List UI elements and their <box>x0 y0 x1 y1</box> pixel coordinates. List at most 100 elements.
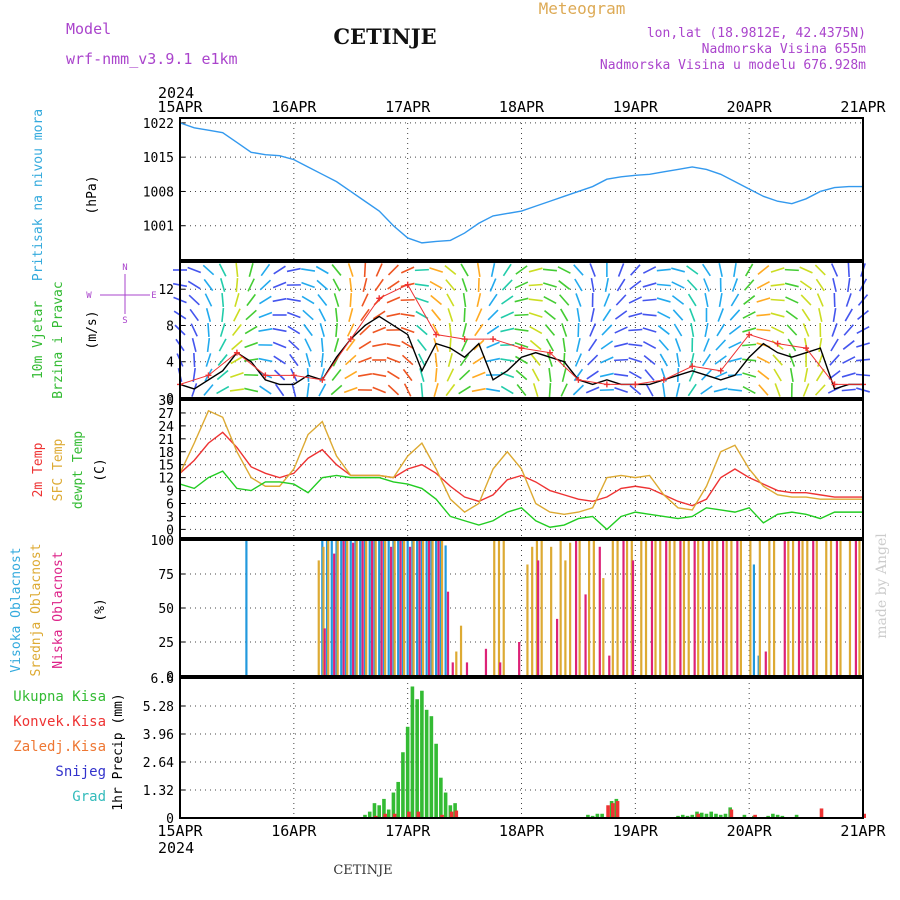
wind-vector <box>247 278 255 292</box>
data-bar <box>440 814 444 818</box>
wind-vector <box>446 368 455 382</box>
wind-vector <box>272 297 287 303</box>
wind-vector <box>487 309 499 321</box>
wind-vector <box>756 281 770 289</box>
wind-vector <box>205 308 212 322</box>
data-bar <box>595 813 600 818</box>
y-tick-label: 9 <box>166 485 174 500</box>
data-bar <box>742 814 747 818</box>
lonlat-label: lon,lat (18.9812E, 42.4375N) <box>647 26 866 41</box>
data-bar <box>701 540 705 676</box>
wind-vector <box>614 310 628 320</box>
precip-legend: Ukupna Kisa Konvek.Kisa Zaledj.Kisa Snijeg G… <box>13 689 106 805</box>
data-bar <box>439 777 443 818</box>
wind-vector <box>246 293 256 307</box>
data-bar <box>611 540 614 676</box>
data-bar <box>736 540 739 676</box>
pressure-unit: (hPa) <box>85 175 100 214</box>
y-tick-label: 100 <box>151 534 174 549</box>
data-bar <box>373 815 378 818</box>
data-bar <box>725 540 728 676</box>
wind-vector <box>802 383 810 397</box>
wind-vector <box>344 370 358 380</box>
data-bar <box>437 540 440 676</box>
wind-vector <box>614 373 629 377</box>
wind-vector <box>562 337 566 353</box>
wind-vector <box>657 325 670 335</box>
wind-vector <box>628 370 642 380</box>
data-bar <box>693 540 696 676</box>
temp-label-3: dewpt Temp <box>71 431 86 509</box>
data-bar <box>363 540 367 676</box>
wind-vector <box>446 293 455 307</box>
wind-vector <box>602 308 612 322</box>
wind-vector <box>671 281 685 289</box>
data-bar <box>819 808 824 818</box>
wind-vector <box>274 383 285 397</box>
wind-vector <box>774 383 781 397</box>
wind-vector <box>332 278 341 292</box>
data-bar <box>854 540 858 676</box>
data-bar <box>342 540 345 676</box>
wind-vector <box>548 367 552 383</box>
data-bar <box>368 540 371 676</box>
y-tick-label: 24 <box>158 420 174 435</box>
date-labels-top: 15APR 16APR 17APR 18APR 19APR 20APR 21APR <box>157 98 886 116</box>
wind-vector <box>346 323 355 337</box>
data-bar <box>556 618 559 676</box>
wind-vector <box>799 280 813 290</box>
wind-vector <box>187 280 201 290</box>
data-bar <box>245 540 248 676</box>
wind-vector <box>430 294 443 306</box>
wind-vector <box>372 372 387 378</box>
wind-vector <box>574 353 582 367</box>
wind-vector <box>333 293 340 307</box>
wind-vector <box>320 352 324 368</box>
data-bar <box>352 542 355 676</box>
date-label-bottom: 16APR <box>271 822 317 840</box>
wind-vector <box>600 356 614 364</box>
data-bar <box>711 540 714 676</box>
wind-vector <box>558 294 570 306</box>
data-bar <box>493 540 496 676</box>
data-bar <box>336 540 339 676</box>
wind-vector <box>576 307 581 323</box>
data-bar <box>592 540 595 676</box>
wind-vector <box>433 383 439 397</box>
data-bar <box>578 540 581 676</box>
data-bar <box>407 811 411 818</box>
wind-vector <box>588 338 598 352</box>
wind-vector <box>461 278 468 292</box>
rose-w: W <box>86 291 92 301</box>
data-bar <box>396 781 400 818</box>
wind-label-1: 10m Vjetar <box>31 301 46 379</box>
wind-vector <box>316 279 329 291</box>
data-bar <box>373 540 376 676</box>
precip-unit: 1hr Precip (mm) <box>111 693 126 810</box>
wind-vector <box>287 311 301 319</box>
wind-vector <box>830 263 839 277</box>
wind-vector <box>788 353 796 367</box>
wind-vector <box>460 338 469 352</box>
wind-vector <box>614 386 628 394</box>
wind-vector <box>259 385 272 395</box>
wind-vector <box>272 327 287 333</box>
wind-vector <box>330 384 343 396</box>
wind-vector <box>188 294 200 306</box>
wind-vector <box>770 326 785 334</box>
wind-vector <box>401 354 414 366</box>
wind-vector <box>642 298 657 302</box>
data-bar <box>640 540 643 676</box>
data-bar <box>449 811 454 818</box>
data-bar <box>367 811 372 818</box>
precip-legend-item: Grad <box>72 789 106 805</box>
series-line <box>179 470 863 531</box>
wind-vector <box>815 368 825 382</box>
wind-vector <box>231 339 243 351</box>
wind-vector <box>676 352 680 368</box>
wind-vector <box>372 310 386 320</box>
wind-vector <box>301 281 315 289</box>
wind-vector <box>656 297 671 303</box>
data-bar <box>787 540 790 676</box>
y-tick-label: 0 <box>166 392 174 407</box>
